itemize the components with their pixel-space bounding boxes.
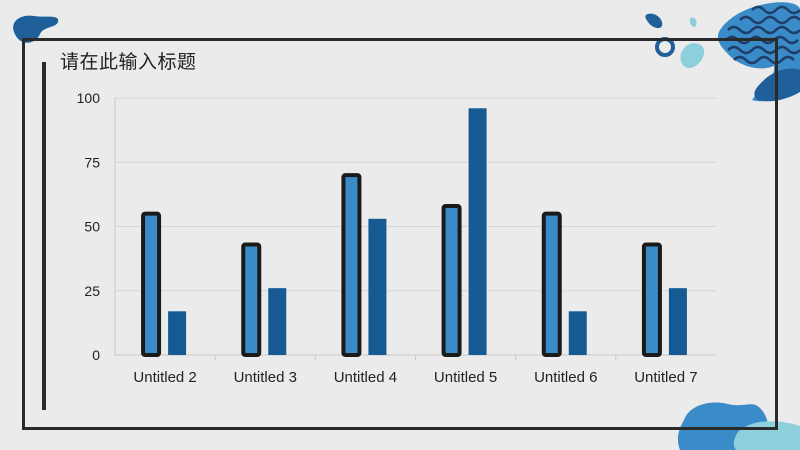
y-tick-label: 75 [84,154,100,170]
bar-series-1 [641,242,662,358]
y-tick-label: 100 [77,90,101,106]
x-tick-label: Untitled 4 [334,369,397,386]
x-tick-label: Untitled 7 [634,369,697,386]
slide-title: 请在此输入标题 [60,51,197,73]
top-right-drop-icon [645,13,663,29]
y-tick-label: 50 [84,219,100,235]
top-right-tiny-drop [690,17,697,27]
bar-series-1 [441,203,462,357]
top-right-small-blob [680,43,705,69]
x-tick-label: Untitled 5 [434,369,497,386]
x-tick-label: Untitled 6 [534,369,597,386]
x-tick-label: Untitled 2 [133,369,196,386]
bar-series-2 [168,311,187,355]
y-tick-label: 25 [84,283,100,299]
x-tick-label: Untitled 3 [234,369,297,386]
frame-accent-bar [42,62,46,410]
y-tick-label: 0 [92,347,100,363]
bar-series-1 [341,173,362,357]
bar-series-1 [141,211,162,357]
top-left-blob [13,15,59,43]
bar-series-1 [541,211,562,357]
bar-series-1 [241,242,262,358]
slide-frame [22,38,778,430]
bar-series-2 [568,311,587,355]
bar-series-2 [468,108,487,355]
bar-series-2 [268,288,287,355]
bar-series-2 [368,218,387,355]
bar-series-2 [668,288,687,355]
